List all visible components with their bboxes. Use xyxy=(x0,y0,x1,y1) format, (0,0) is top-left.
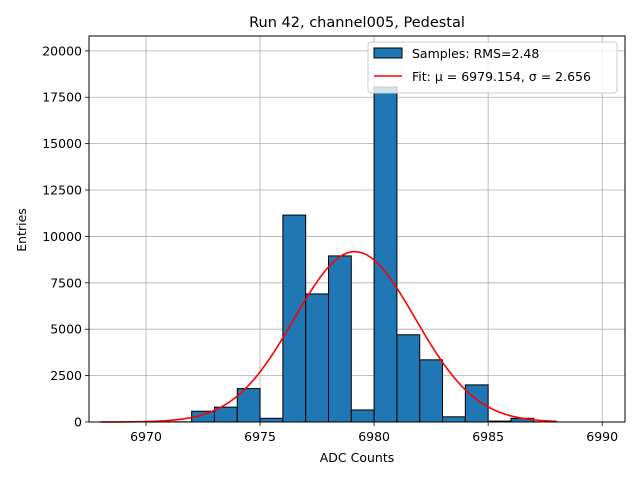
legend-label-fit: Fit: μ = 6979.154, σ = 2.656 xyxy=(412,69,591,84)
histogram-bar xyxy=(305,293,329,423)
histogram-bar xyxy=(350,409,375,423)
y-tick-label: 0 xyxy=(74,415,82,430)
y-tick-label: 7500 xyxy=(50,275,82,290)
legend: Samples: RMS=2.48 Fit: μ = 6979.154, σ =… xyxy=(367,41,618,94)
x-tick-label: 6990 xyxy=(586,429,618,444)
y-axis-label: Entries xyxy=(14,208,29,252)
x-tick-label: 6985 xyxy=(472,429,504,444)
x-axis-ticks: 6970 6975 6980 6985 6990 xyxy=(130,422,618,444)
histogram-bar xyxy=(373,86,398,423)
y-tick-label: 15000 xyxy=(42,136,82,151)
y-tick-label: 10000 xyxy=(42,229,82,244)
x-tick-label: 6975 xyxy=(244,429,276,444)
legend-box xyxy=(367,41,618,94)
x-axis-label: ADC Counts xyxy=(320,450,395,465)
chart-title: Run 42, channel005, Pedestal xyxy=(249,15,465,31)
histogram-bar xyxy=(327,255,352,423)
y-tick-label: 5000 xyxy=(50,322,82,337)
x-tick-label: 6970 xyxy=(130,429,162,444)
histogram-bar xyxy=(259,417,284,423)
x-tick-label: 6980 xyxy=(358,429,390,444)
legend-label-histogram: Samples: RMS=2.48 xyxy=(412,46,539,61)
y-tick-label: 12500 xyxy=(42,183,82,198)
histogram-bar xyxy=(396,334,421,423)
fit-curve xyxy=(100,250,557,423)
legend-swatch-histogram xyxy=(373,47,403,59)
grid-lines xyxy=(89,36,625,423)
histogram-bar xyxy=(442,416,466,423)
y-tick-label: 2500 xyxy=(50,368,82,383)
histogram-bar xyxy=(464,384,489,423)
y-tick-label: 20000 xyxy=(42,43,82,58)
histogram-bars xyxy=(145,86,558,423)
y-tick-label: 17500 xyxy=(42,90,82,105)
y-axis-ticks: 0 2500 5000 7500 10000 12500 15000 17500 20000 xyxy=(42,43,89,430)
histogram-bar xyxy=(419,359,444,423)
plot-frame xyxy=(88,35,626,423)
